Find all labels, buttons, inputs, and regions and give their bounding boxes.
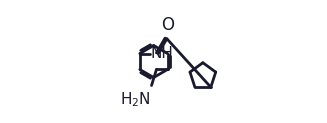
Text: NH: NH [151,46,174,61]
Text: O: O [162,16,175,34]
Text: H$_2$N: H$_2$N [120,90,151,109]
